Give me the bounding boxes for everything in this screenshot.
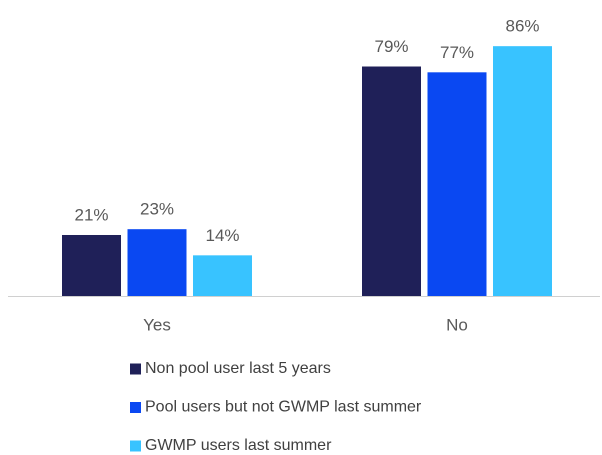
bar — [362, 66, 421, 296]
legend-swatch — [130, 363, 141, 375]
legend-swatch — [130, 402, 141, 413]
legend-label: Pool users but not GWMP last summer — [145, 399, 422, 416]
x-tick-label: No — [446, 315, 468, 334]
legend-label: GWMP users last summer — [145, 437, 332, 454]
legend-swatch — [130, 440, 141, 452]
bar — [193, 255, 252, 296]
bar — [493, 46, 552, 296]
data-label: 86% — [505, 17, 539, 36]
bar — [127, 229, 187, 296]
bar — [427, 72, 487, 296]
data-label: 77% — [440, 43, 474, 62]
legend-label: Non pool user last 5 years — [145, 360, 331, 377]
data-label: 14% — [205, 226, 239, 245]
legend: Non pool user last 5 years Pool users but… — [130, 360, 422, 454]
data-label: 79% — [374, 37, 408, 56]
data-label: 23% — [140, 200, 174, 219]
data-label: 21% — [74, 205, 108, 224]
bar — [62, 234, 121, 296]
x-tick-label: Yes — [143, 315, 171, 334]
